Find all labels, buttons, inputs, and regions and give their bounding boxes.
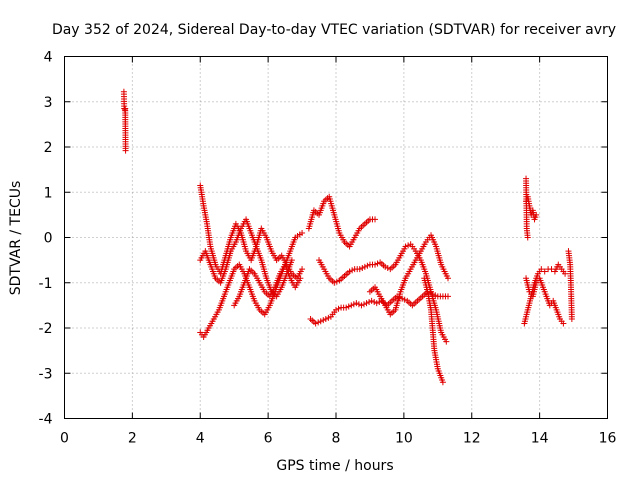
plot-frame: [64, 56, 608, 419]
y-tick-label: 0: [44, 231, 53, 247]
x-axis-label: GPS time / hours: [276, 458, 393, 474]
data-point: [353, 300, 360, 307]
data-point: [333, 306, 339, 313]
data-point: [443, 338, 450, 345]
data-point: [364, 262, 371, 269]
y-tick-label: 2: [44, 140, 53, 156]
data-point: [372, 261, 379, 268]
y-tick-label: 1: [44, 185, 53, 201]
data-point: [320, 317, 327, 324]
y-axis-label: SDTVAR / TECUs: [8, 181, 24, 296]
y-tick-label: 3: [44, 95, 53, 111]
x-tick-label: 12: [463, 431, 481, 447]
data-point: [346, 268, 353, 275]
data-point: [538, 266, 545, 273]
data-point: [405, 242, 412, 249]
x-tick-label: 8: [332, 431, 341, 447]
data-point: [345, 303, 352, 310]
chart-title: Day 352 of 2024, Sidereal Day-to-day VTE…: [52, 22, 616, 38]
data-point: [333, 278, 340, 285]
data-point: [432, 292, 439, 299]
data-point: [359, 265, 366, 272]
data-point: [315, 319, 322, 326]
x-tick-label: 0: [60, 431, 69, 447]
data-point: [348, 302, 355, 309]
data-point: [444, 293, 451, 300]
data-point: [382, 263, 389, 270]
data-point: [325, 314, 332, 321]
x-tick-label: 2: [128, 431, 137, 447]
data-point: [360, 301, 367, 308]
grid-lines: [64, 56, 608, 419]
data-point: [331, 279, 338, 286]
y-tick-label: -4: [39, 412, 53, 428]
data-points: [120, 88, 575, 386]
data-point: [524, 234, 531, 241]
data-point: [373, 300, 380, 307]
data-point: [402, 243, 409, 250]
data-point: [401, 296, 408, 303]
data-point: [335, 305, 342, 312]
data-point: [297, 275, 304, 282]
data-point: [560, 320, 567, 327]
x-tick-label: 10: [395, 431, 413, 447]
data-point: [299, 266, 306, 273]
data-point: [343, 304, 350, 311]
data-point: [322, 315, 329, 322]
x-tick-label: 4: [196, 431, 205, 447]
data-point: [299, 229, 306, 236]
data-point: [366, 298, 373, 305]
data-point: [533, 211, 540, 218]
data-point: [358, 302, 365, 309]
data-point: [361, 263, 368, 270]
x-tick-label: 6: [264, 431, 273, 447]
data-point: [122, 147, 129, 154]
data-point: [317, 318, 324, 325]
y-tick-label: -3: [39, 366, 53, 382]
data-point: [371, 298, 378, 305]
data-point: [439, 379, 446, 386]
data-point: [541, 268, 548, 275]
y-tick-label: -1: [39, 276, 53, 292]
data-point: [363, 300, 370, 307]
data-point: [356, 266, 363, 273]
data-point: [368, 297, 375, 304]
data-point: [444, 275, 451, 282]
x-tick-label: 16: [599, 431, 617, 447]
data-point: [568, 315, 575, 322]
y-tick-label: 4: [44, 50, 53, 66]
data-point: [288, 257, 295, 264]
data-point: [350, 301, 357, 308]
x-tick-label: 14: [531, 431, 549, 447]
data-point: [349, 267, 356, 274]
data-point: [372, 216, 379, 223]
y-tick-label: -2: [39, 321, 53, 337]
data-point: [312, 320, 319, 327]
data-point: [562, 270, 569, 277]
data-point: [355, 301, 362, 308]
